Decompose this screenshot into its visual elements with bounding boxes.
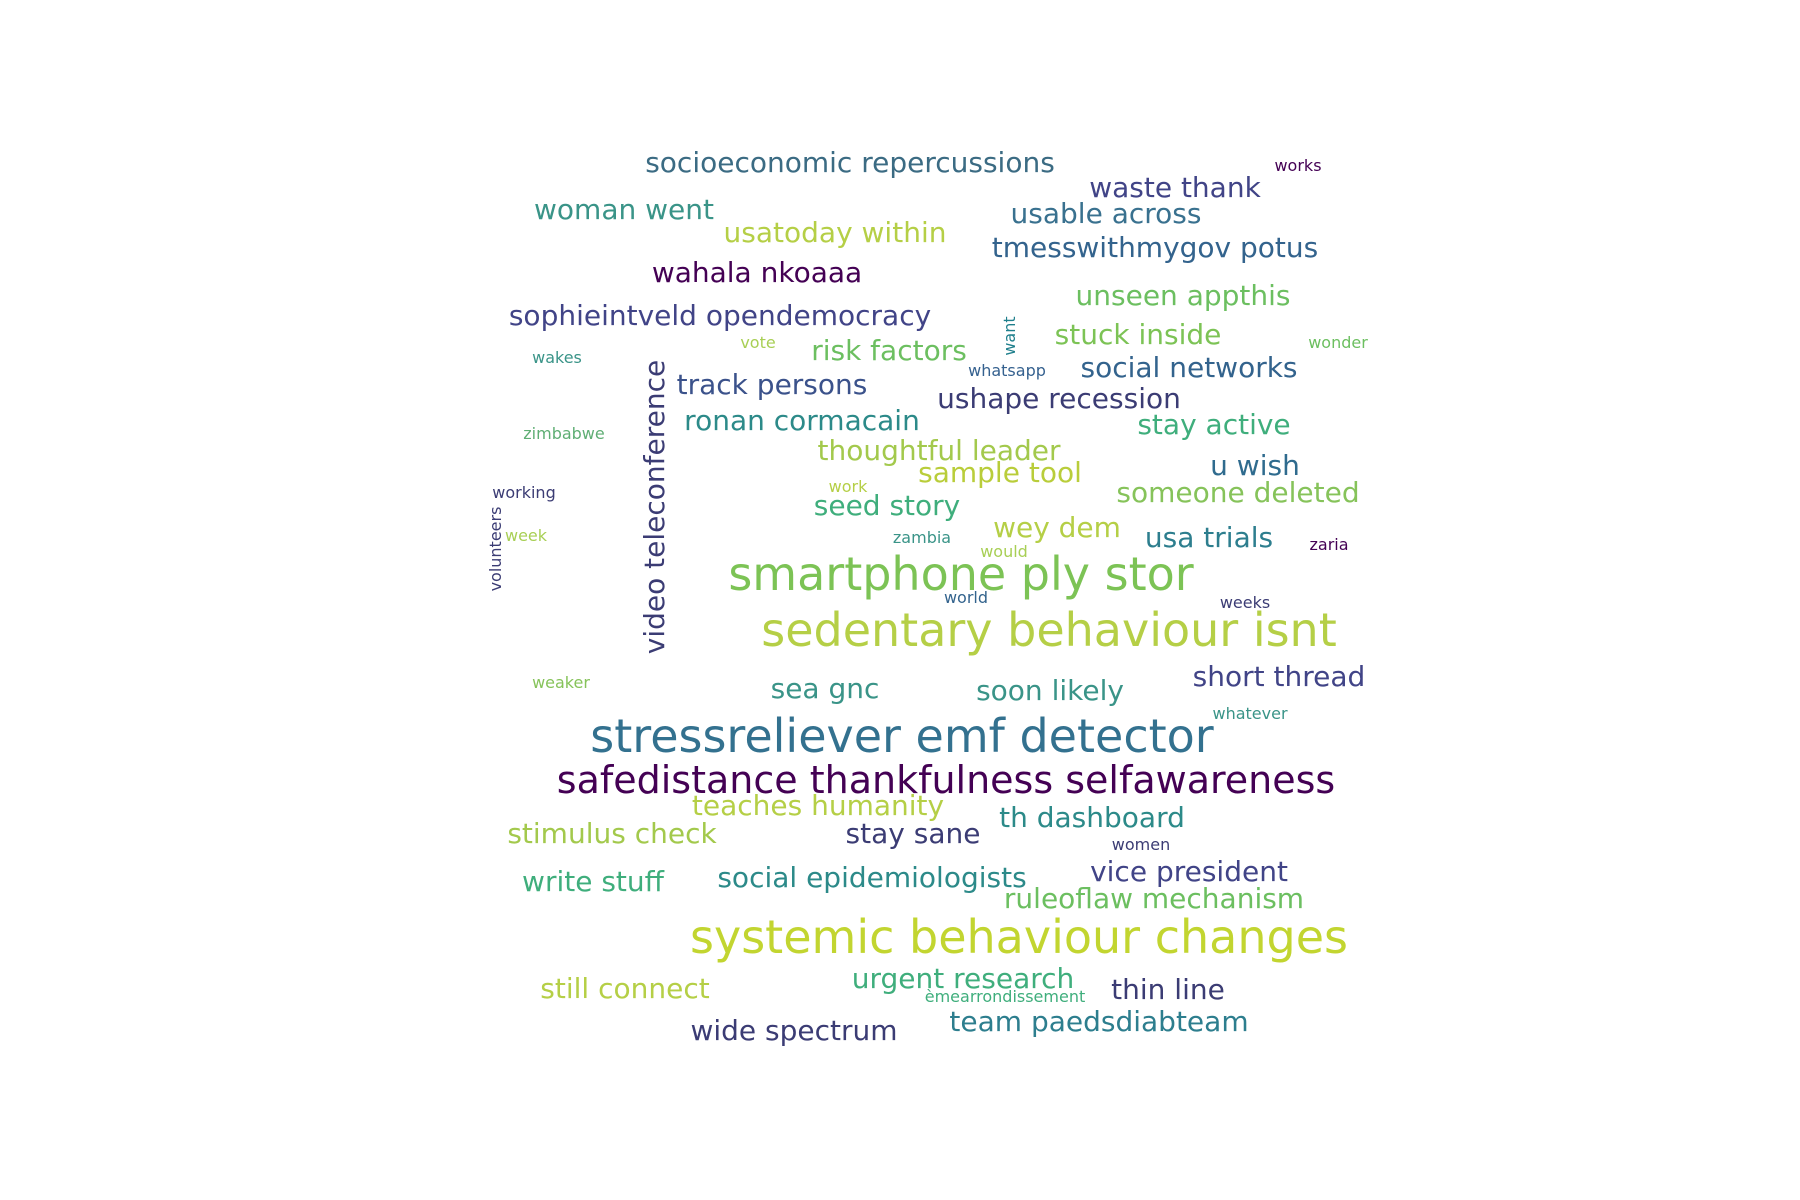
word: sea gnc bbox=[770, 672, 880, 705]
word: stimulus check bbox=[507, 817, 717, 850]
word: work bbox=[828, 477, 868, 496]
word: ronan cormacain bbox=[684, 404, 920, 437]
word: wey dem bbox=[993, 511, 1121, 544]
word: working bbox=[492, 483, 556, 502]
word: teaches humanity bbox=[691, 789, 945, 822]
word: wakes bbox=[532, 348, 582, 367]
word: sophieintveld opendemocracy bbox=[508, 299, 932, 332]
word: woman went bbox=[534, 193, 714, 226]
word: whatever bbox=[1212, 704, 1288, 723]
word: èmearrondissement bbox=[924, 987, 1086, 1006]
word: stay sane bbox=[845, 817, 981, 850]
word: soon likely bbox=[976, 674, 1124, 707]
word: wahala nkoaaa bbox=[651, 256, 863, 289]
word: th dashboard bbox=[999, 801, 1185, 834]
word: vice president bbox=[1090, 855, 1288, 888]
word: ushape recession bbox=[937, 382, 1181, 415]
word: sedentary behaviour isnt bbox=[761, 603, 1337, 657]
word: volunteers bbox=[486, 506, 505, 592]
word: usable across bbox=[1010, 197, 1202, 230]
word: u wish bbox=[1210, 449, 1300, 482]
word: stressreliever emf detector bbox=[590, 709, 1214, 763]
word: want bbox=[1000, 316, 1019, 356]
word: someone deleted bbox=[1116, 476, 1360, 509]
word: tmesswithmygov potus bbox=[991, 231, 1319, 264]
word: systemic behaviour changes bbox=[690, 910, 1348, 964]
word: vote bbox=[740, 333, 776, 352]
word: thoughtful leader bbox=[817, 434, 1061, 467]
word: sample tool bbox=[918, 456, 1082, 489]
word: social epidemiologists bbox=[717, 861, 1027, 894]
word: team paedsdiabteam bbox=[949, 1005, 1249, 1038]
word: video teleconference bbox=[638, 359, 671, 655]
word: ruleoflaw mechanism bbox=[1003, 882, 1305, 915]
word: write stuff bbox=[522, 865, 664, 898]
word: thin line bbox=[1111, 973, 1225, 1006]
word: wonder bbox=[1308, 333, 1368, 352]
word: zimbabwe bbox=[523, 424, 605, 443]
word: stay active bbox=[1137, 408, 1291, 441]
word: unseen appthis bbox=[1075, 279, 1291, 312]
word: zaria bbox=[1309, 535, 1349, 554]
word: waste thank bbox=[1089, 171, 1261, 204]
word: seed story bbox=[813, 489, 961, 522]
word: weaker bbox=[532, 673, 590, 692]
word: urgent research bbox=[851, 962, 1075, 995]
word: risk factors bbox=[811, 334, 967, 367]
word: stuck inside bbox=[1054, 318, 1222, 351]
word: usatoday within bbox=[723, 216, 947, 249]
word: zambia bbox=[892, 528, 952, 547]
word: wide spectrum bbox=[690, 1014, 898, 1047]
word: social networks bbox=[1080, 351, 1298, 384]
word: would bbox=[980, 542, 1028, 561]
word: whatsapp bbox=[968, 361, 1046, 380]
word: safedistance thankfulness selfawareness bbox=[556, 758, 1336, 802]
word: works bbox=[1274, 156, 1322, 175]
word: still connect bbox=[540, 972, 710, 1005]
word: socioeconomic repercussions bbox=[645, 146, 1055, 179]
word: short thread bbox=[1192, 660, 1366, 693]
word: usa trials bbox=[1144, 521, 1274, 554]
word: track persons bbox=[676, 368, 868, 401]
word: weeks bbox=[1219, 593, 1271, 612]
word: smartphone ply stor bbox=[728, 547, 1194, 601]
word: women bbox=[1111, 835, 1171, 854]
word: week bbox=[504, 526, 548, 545]
word: world bbox=[943, 588, 989, 607]
